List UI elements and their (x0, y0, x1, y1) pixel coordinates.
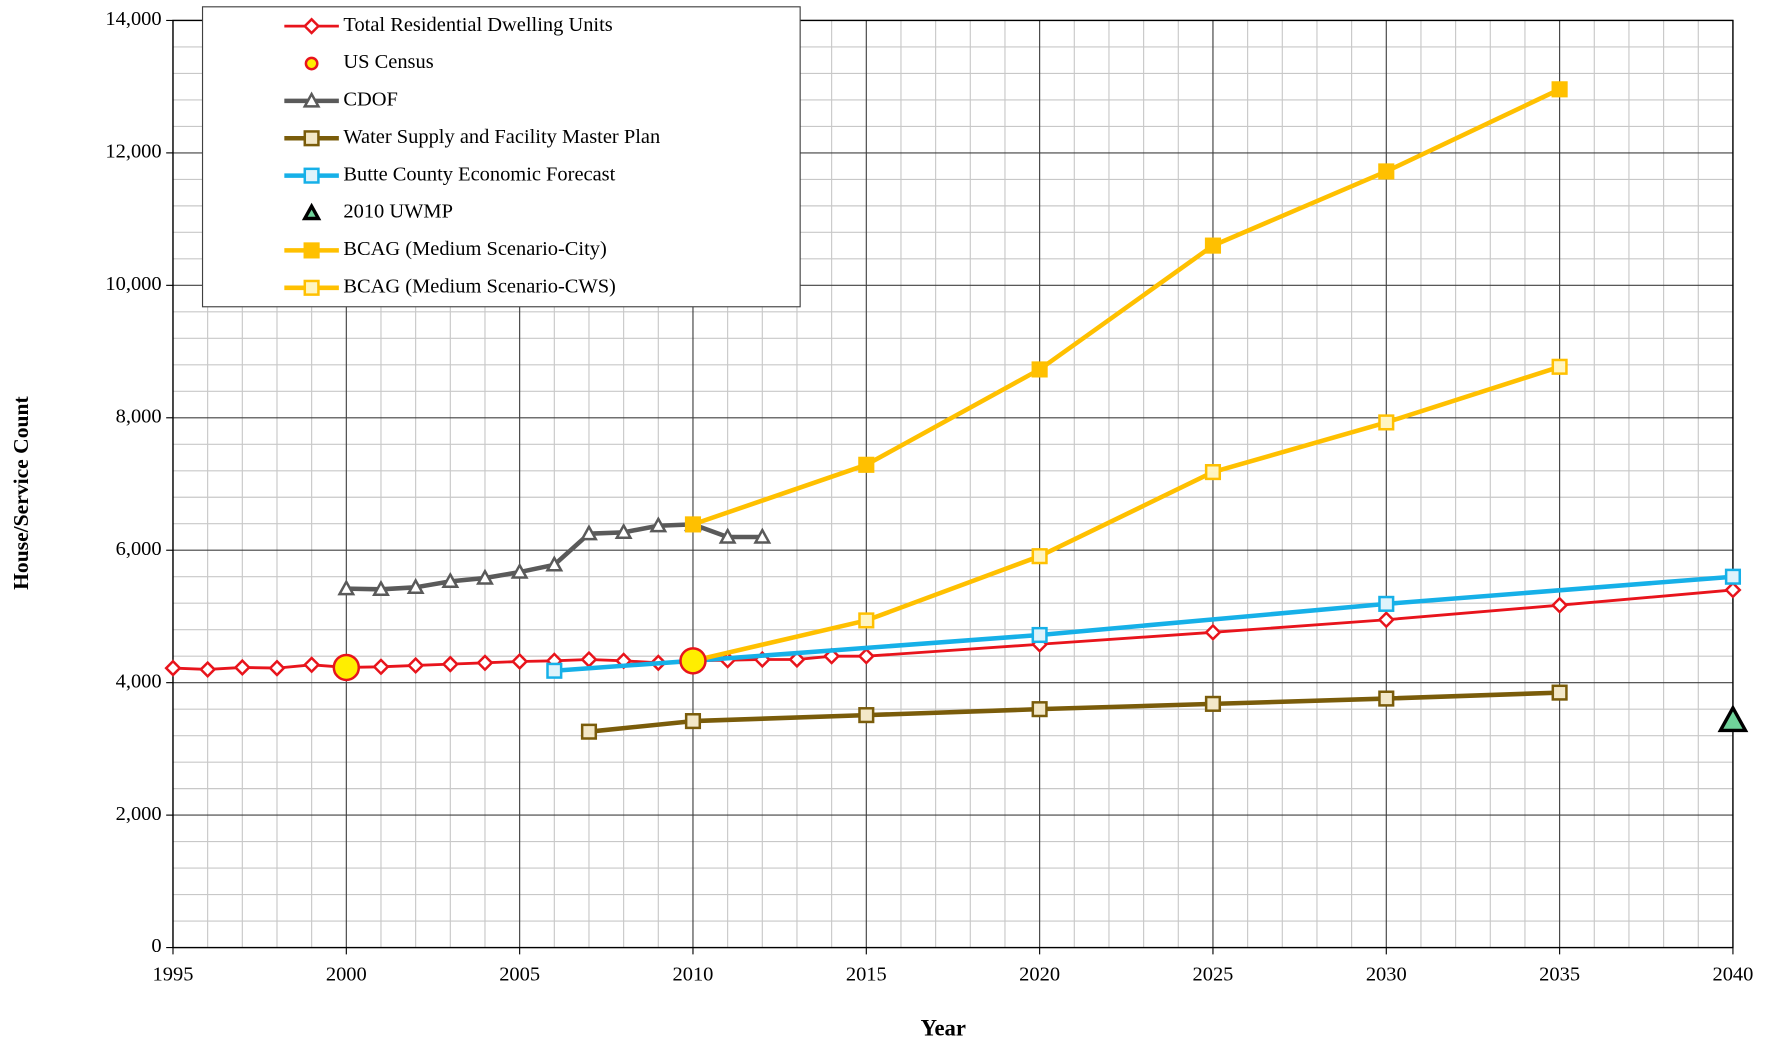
y-tick-label: 2,000 (116, 803, 162, 825)
data-point (580, 723, 598, 740)
data-point (1204, 237, 1222, 254)
data-point (476, 568, 494, 585)
legend-marker (302, 91, 321, 108)
data-point (684, 516, 702, 533)
data-point (268, 659, 286, 677)
plot-frame (172, 19, 1734, 949)
x-tick-label: 2005 (499, 964, 540, 986)
legend-label: BCAG (Medium Scenario-City) (343, 238, 606, 260)
legend-label: 2010 UWMP (343, 201, 453, 223)
data-point (233, 658, 251, 677)
x-tick-label: 2015 (846, 964, 887, 986)
data-point (858, 612, 875, 629)
data-point (580, 650, 598, 669)
legend-box (201, 6, 801, 308)
x-tick-label: 2035 (1539, 964, 1580, 986)
data-point (332, 653, 361, 682)
series-line (692, 364, 1561, 664)
legend-marker (303, 167, 320, 184)
legend-label: US Census (343, 51, 433, 73)
x-axis-title: Year (921, 1016, 966, 1041)
data-point (1377, 611, 1395, 629)
series-line (692, 87, 1561, 527)
data-point (1551, 81, 1568, 98)
data-point (164, 659, 182, 677)
data-point (476, 654, 494, 672)
data-point (1551, 596, 1569, 614)
legend-marker (301, 202, 322, 221)
data-point (1204, 695, 1222, 712)
legend-marker (303, 130, 320, 147)
data-point (1724, 568, 1742, 585)
data-point (1378, 163, 1395, 180)
y-tick-label: 10,000 (105, 273, 161, 295)
data-point (407, 656, 425, 675)
data-point (1031, 548, 1048, 565)
data-point (545, 555, 564, 572)
data-point (857, 647, 875, 665)
data-point (679, 647, 707, 675)
x-tick-label: 2040 (1713, 964, 1754, 986)
x-tick-label: 2010 (673, 964, 714, 986)
data-point (303, 656, 321, 674)
y-tick-label: 12,000 (105, 141, 161, 163)
data-point (1378, 690, 1395, 707)
y-tick-label: 0 (151, 935, 161, 957)
data-point (1204, 464, 1222, 481)
x-tick-label: 2025 (1193, 964, 1234, 986)
y-axis-title: House/Service Count (9, 395, 33, 589)
y-tick-label: 6,000 (116, 538, 162, 560)
data-point (1204, 623, 1222, 641)
x-tick-label: 2030 (1366, 964, 1407, 986)
legend-marker (303, 242, 320, 259)
data-point (580, 524, 598, 541)
data-point (649, 516, 668, 533)
legend-marker (304, 56, 319, 71)
data-point (1717, 704, 1749, 733)
data-point (858, 707, 875, 724)
data-point (1031, 701, 1048, 718)
x-tick-label: 2000 (326, 964, 367, 986)
legend-marker (303, 17, 321, 35)
x-tick-label: 2020 (1019, 964, 1060, 986)
y-tick-label: 14,000 (105, 8, 161, 30)
data-point (199, 660, 217, 679)
data-point (1551, 358, 1568, 375)
data-point (510, 562, 529, 579)
y-tick-label: 4,000 (116, 670, 162, 692)
data-point (1378, 414, 1395, 431)
data-point (406, 577, 425, 595)
data-point (718, 527, 737, 544)
data-point (753, 527, 772, 544)
data-point (614, 522, 633, 540)
legend-label: Butte County Economic Forecast (343, 163, 615, 185)
data-point (684, 713, 702, 730)
data-point (1551, 684, 1568, 701)
data-point (788, 650, 806, 669)
data-point (441, 571, 460, 589)
legend-label: CDOF (343, 89, 398, 111)
legend-label: Total Residential Dwelling Units (343, 14, 612, 36)
data-point (337, 579, 356, 596)
legend-label: BCAG (Medium Scenario-CWS) (343, 275, 615, 297)
data-point (511, 652, 529, 671)
legend-marker (303, 279, 320, 296)
data-point (546, 662, 563, 679)
y-tick-label: 8,000 (116, 405, 162, 427)
legend-label: Water Supply and Facility Master Plan (343, 126, 660, 148)
data-point (1724, 581, 1742, 599)
data-point (1031, 626, 1048, 644)
data-point (1031, 361, 1048, 378)
data-point (1378, 595, 1395, 612)
data-point (441, 655, 459, 673)
data-point (372, 579, 390, 597)
data-point (372, 658, 390, 676)
data-point (858, 456, 875, 473)
x-tick-label: 1995 (153, 964, 194, 986)
